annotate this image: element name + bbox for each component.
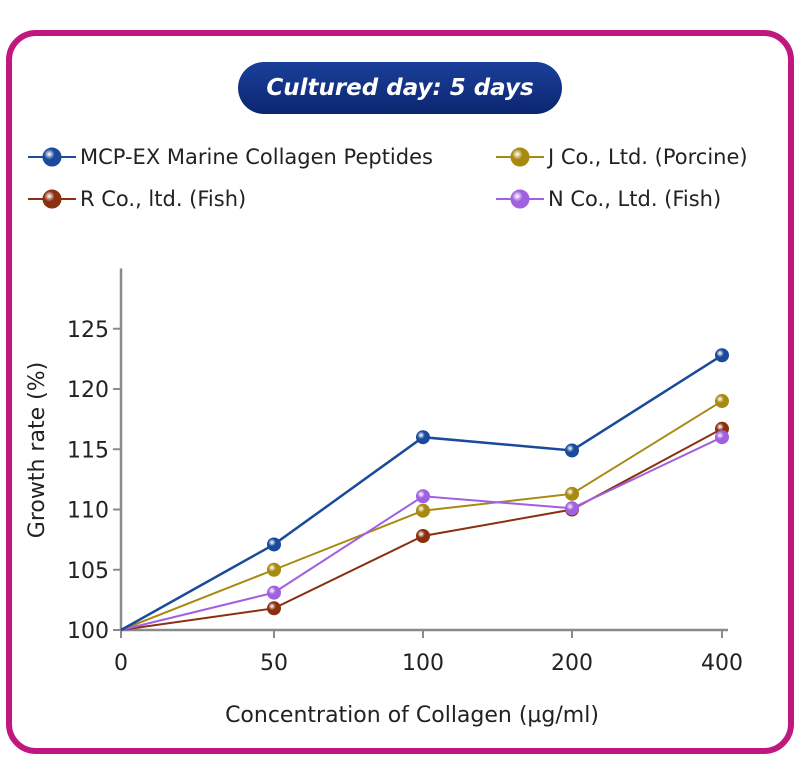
legend-label: MCP-EX Marine Collagen Peptides	[80, 145, 433, 169]
legend-item-2: R Co., ltd. (Fish)	[26, 184, 246, 214]
y-tick-label: 105	[67, 559, 109, 584]
data-point-1-3	[565, 486, 579, 501]
data-point-0-3	[565, 443, 579, 458]
x-tick-label: 400	[701, 651, 743, 676]
x-tick-label: 50	[260, 651, 288, 676]
y-tick-label: 110	[67, 499, 109, 524]
x-tick-label: 0	[114, 651, 128, 676]
y-tick-label: 125	[67, 318, 109, 343]
culture-day-text: Cultured day: 5 days	[266, 75, 534, 101]
y-tick-label: 120	[67, 378, 109, 403]
y-tick-label: 100	[67, 619, 109, 644]
legend-item-3: N Co., Ltd. (Fish)	[494, 184, 721, 214]
data-point-0-4	[715, 348, 729, 363]
data-point-1-4	[715, 394, 729, 409]
culture-day-badge: Cultured day: 5 days	[238, 62, 562, 114]
y-axis-title: Growth rate (%)	[25, 362, 50, 538]
x-axis-title: Concentration of Collagen (µg/ml)	[225, 703, 599, 728]
legend-marker-icon	[28, 147, 76, 167]
legend-item-0: MCP-EX Marine Collagen Peptides	[26, 142, 433, 172]
data-point-3-1	[267, 585, 281, 600]
legend-label: N Co., Ltd. (Fish)	[548, 187, 722, 211]
y-tick-label: 115	[67, 438, 109, 463]
legend-marker-icon	[496, 189, 544, 209]
data-point-3-4	[715, 430, 729, 445]
data-point-3-2	[416, 489, 430, 504]
data-point-0-2	[416, 430, 430, 445]
data-point-3-3	[565, 501, 579, 516]
data-point-1-2	[416, 503, 430, 518]
legend-label: J Co., Ltd. (Porcine)	[548, 145, 748, 169]
legend-marker-icon	[28, 189, 76, 209]
legend-label: R Co., ltd. (Fish)	[80, 187, 247, 211]
data-point-0-1	[267, 537, 281, 552]
x-tick-label: 200	[551, 651, 593, 676]
x-tick-label: 100	[402, 651, 444, 676]
data-point-1-1	[267, 562, 281, 577]
legend-marker-icon	[496, 147, 544, 167]
data-point-2-1	[267, 601, 281, 616]
data-point-2-2	[416, 529, 430, 544]
legend-item-1: J Co., Ltd. (Porcine)	[494, 142, 748, 172]
